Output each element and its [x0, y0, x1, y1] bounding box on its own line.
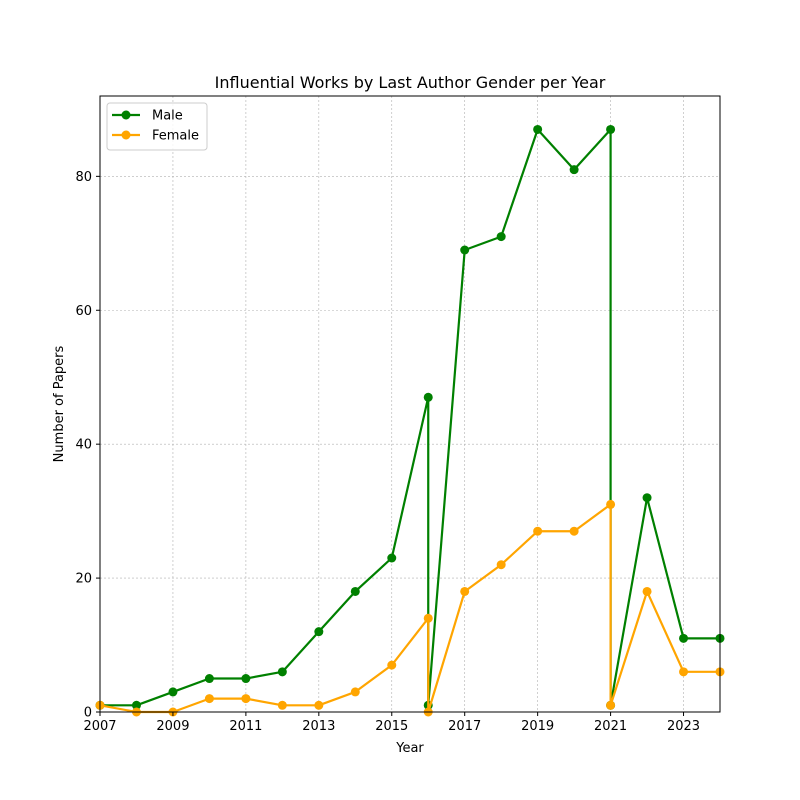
data-point-male — [569, 165, 579, 175]
x-tick-label: 2015 — [375, 719, 408, 734]
series-line-female — [99, 503, 720, 714]
plot-frame — [99, 95, 721, 713]
data-point-female — [606, 499, 616, 509]
data-point-male — [679, 633, 689, 643]
data-point-male — [460, 245, 470, 255]
legend: Male Female — [106, 102, 208, 151]
y-tick-label: 60 — [75, 304, 92, 319]
data-point-male — [496, 232, 506, 242]
data-point-male — [314, 627, 324, 637]
chart-title: Influential Works by Last Author Gender … — [215, 73, 606, 92]
data-point-female — [423, 613, 433, 623]
data-point-female — [241, 694, 251, 704]
data-point-male — [533, 124, 543, 134]
x-tick-label: 2017 — [448, 719, 481, 734]
x-tick-label: 2019 — [521, 719, 554, 734]
data-point-female — [679, 667, 689, 677]
data-point-female — [569, 526, 579, 536]
data-point-female — [277, 700, 287, 710]
legend-marker-female — [121, 130, 131, 140]
x-tick-label: 2021 — [594, 719, 627, 734]
legend-label-female: Female — [152, 129, 199, 144]
data-point-female — [496, 560, 506, 570]
data-point-male — [606, 124, 616, 134]
y-tick-label: 80 — [75, 170, 92, 185]
legend-label-male: Male — [152, 109, 183, 124]
data-point-male — [168, 687, 178, 697]
y-tick-label: 40 — [75, 438, 92, 453]
series-female — [95, 499, 725, 717]
x-tick-label: 2011 — [229, 719, 262, 734]
x-tick-label: 2007 — [83, 719, 116, 734]
data-point-female — [606, 700, 616, 710]
data-point-male — [350, 586, 360, 596]
data-point-female — [387, 660, 397, 670]
y-tick-label: 0 — [84, 706, 92, 721]
data-point-male — [423, 392, 433, 402]
data-point-female — [460, 586, 470, 596]
y-tick-label: 20 — [75, 572, 92, 587]
tick-layer: 2007 2009 2011 2013 2015 2017 2019 2021 2023 0 20 4… — [75, 170, 700, 734]
y-axis-label: Number of Papers — [52, 345, 67, 462]
data-point-female — [350, 687, 360, 697]
x-tick-label: 2009 — [156, 719, 189, 734]
data-point-male — [387, 553, 397, 563]
data-point-female — [314, 700, 324, 710]
legend-marker-male — [121, 110, 131, 120]
data-point-female — [533, 526, 543, 536]
data-point-female — [204, 694, 214, 704]
data-point-female — [642, 586, 652, 596]
x-axis-label: Year — [395, 741, 424, 756]
x-tick-label: 2023 — [667, 719, 700, 734]
x-tick-label: 2013 — [302, 719, 335, 734]
data-point-male — [642, 493, 652, 503]
series-layer — [95, 124, 725, 717]
data-point-male — [131, 700, 141, 710]
data-point-male — [277, 667, 287, 677]
data-point-male — [241, 674, 251, 684]
data-point-male — [204, 674, 214, 684]
